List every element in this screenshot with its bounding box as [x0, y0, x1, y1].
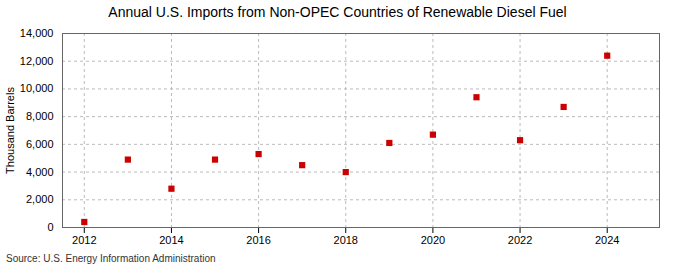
- svg-text:10,000: 10,000: [20, 82, 54, 94]
- svg-text:Thousand Barrels: Thousand Barrels: [4, 87, 16, 174]
- svg-text:2012: 2012: [72, 234, 96, 246]
- svg-text:2014: 2014: [159, 234, 183, 246]
- svg-text:14,000: 14,000: [20, 27, 54, 39]
- svg-text:2018: 2018: [334, 234, 358, 246]
- svg-text:6,000: 6,000: [26, 138, 54, 150]
- svg-text:12,000: 12,000: [20, 55, 54, 67]
- html-text:Annual U.S. Imports from Non-O: Annual U.S. Imports from Non-OPEC Countr…: [108, 4, 567, 20]
- svg-text:8,000: 8,000: [26, 110, 54, 122]
- svg-text:4,000: 4,000: [26, 166, 54, 178]
- svg-text:2016: 2016: [246, 234, 270, 246]
- svg-text:2,000: 2,000: [26, 193, 54, 205]
- svg-text:2022: 2022: [508, 234, 532, 246]
- svg-text:0: 0: [47, 221, 53, 233]
- html-text:Source: U.S. Energy Informatio: Source: U.S. Energy Information Administ…: [6, 253, 216, 264]
- svg-text:2020: 2020: [421, 234, 445, 246]
- svg-text:2024: 2024: [595, 234, 619, 246]
